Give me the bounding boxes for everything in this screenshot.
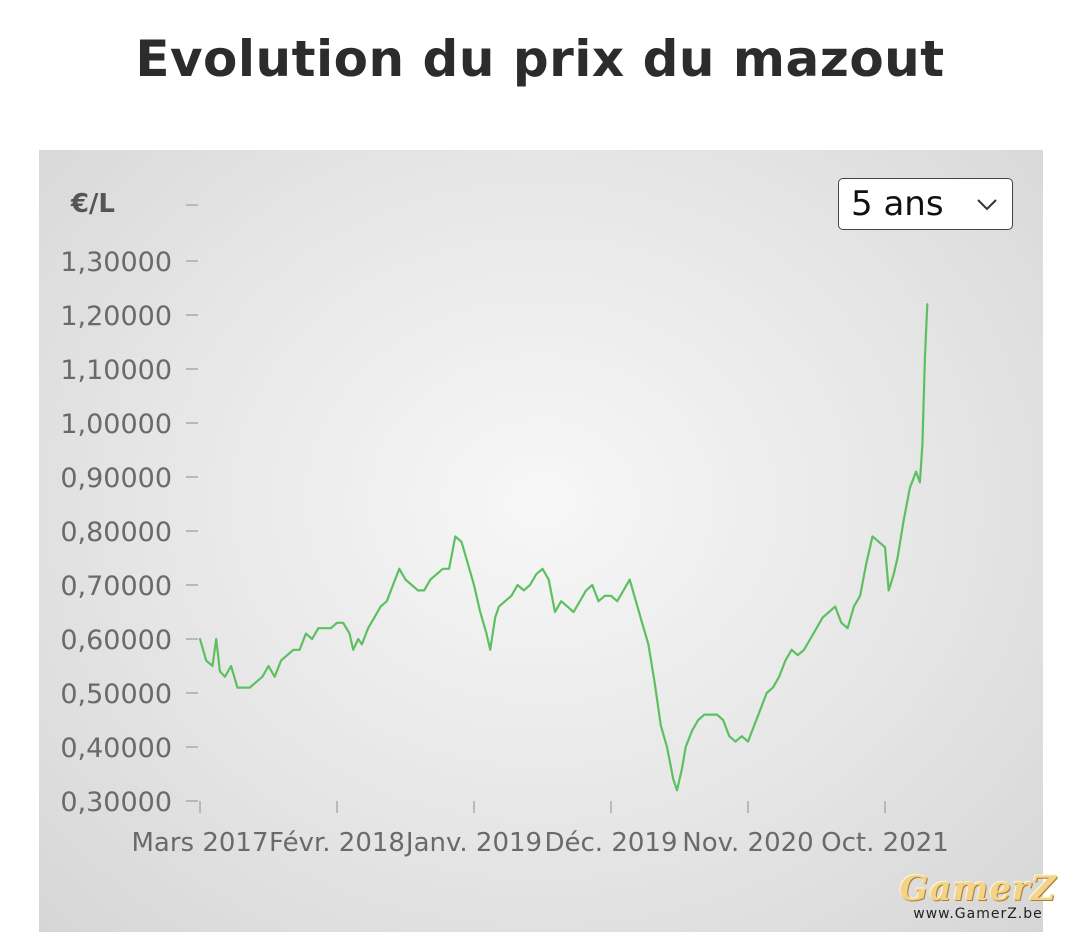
y-tick-label: 0,90000 bbox=[60, 463, 172, 494]
x-axis: Mars 2017 Févr. 2018 Janv. 2019 Déc. 2019 No… bbox=[131, 801, 949, 858]
x-tick-label: Oct. 2021 bbox=[821, 828, 949, 858]
watermark-brand: GamerZ bbox=[899, 869, 1057, 909]
y-tick-label: 1,20000 bbox=[60, 301, 172, 332]
x-tick-label: Janv. 2019 bbox=[404, 828, 542, 858]
watermark-logo: GamerZ www.GamerZ.be bbox=[893, 872, 1063, 922]
page-title: Evolution du prix du mazout bbox=[135, 30, 945, 88]
y-tick-label: 1,00000 bbox=[60, 409, 172, 440]
x-tick-label: Févr. 2018 bbox=[269, 828, 405, 858]
time-range-select[interactable]: 5 ans bbox=[838, 178, 1013, 230]
time-range-value: 5 ans bbox=[851, 184, 944, 224]
y-tick-label: 0,40000 bbox=[60, 733, 172, 764]
y-axis-unit-label: €/L bbox=[70, 189, 115, 219]
x-tick-label: Déc. 2019 bbox=[544, 828, 677, 858]
x-tick-label: Nov. 2020 bbox=[682, 828, 813, 858]
y-tick-label: 0,30000 bbox=[60, 787, 172, 818]
y-tick-label: 1,10000 bbox=[60, 355, 172, 386]
x-tick-label: Mars 2017 bbox=[131, 828, 268, 858]
y-axis: 1,30000 1,20000 1,10000 1,00000 0,90000 0,800… bbox=[60, 204, 198, 818]
y-tick-label: 0,80000 bbox=[60, 517, 172, 548]
watermark-url: www.GamerZ.be bbox=[913, 906, 1043, 922]
price-series-line bbox=[198, 303, 929, 792]
y-tick-label: 0,60000 bbox=[60, 625, 172, 656]
y-tick-label: 0,70000 bbox=[60, 571, 172, 602]
chevron-down-icon bbox=[977, 199, 997, 211]
y-tick-label: 0,50000 bbox=[60, 679, 172, 710]
y-tick-label: 1,30000 bbox=[60, 247, 172, 278]
chart-panel bbox=[39, 150, 1043, 932]
